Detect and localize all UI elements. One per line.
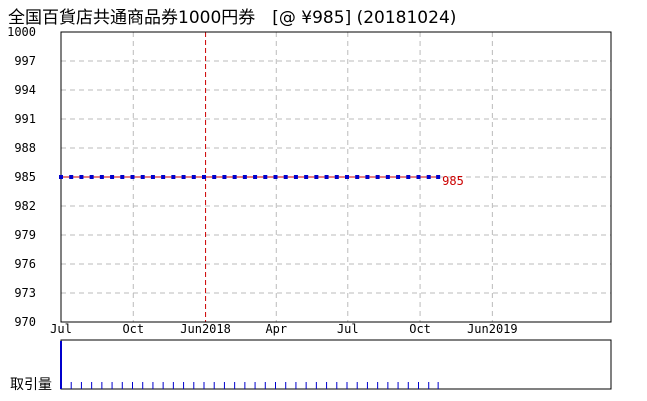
price-point xyxy=(436,175,441,179)
price-point xyxy=(263,175,268,179)
price-point xyxy=(273,175,278,179)
price-point xyxy=(110,175,115,179)
price-point xyxy=(334,175,339,179)
y-axis-ticks: 1000 997 994 991 988 985 982 979 976 973 970 xyxy=(7,25,36,329)
price-point xyxy=(79,175,84,179)
price-point xyxy=(191,175,196,179)
y-tick-label: 973 xyxy=(14,286,36,300)
volume-plot-frame xyxy=(60,339,612,390)
chart-title: 全国百貨店共通商品券1000円券 [@ ¥985] (20181024) xyxy=(8,8,457,28)
price-point xyxy=(396,175,401,179)
price-series xyxy=(59,175,441,179)
y-tick-label: 982 xyxy=(14,199,36,213)
price-point xyxy=(120,175,125,179)
y-tick-label: 997 xyxy=(14,54,36,68)
last-price-label: 985 xyxy=(442,174,464,188)
price-point xyxy=(416,175,421,179)
x-tick-label: Oct xyxy=(409,322,431,336)
x-tick-label: Jul xyxy=(337,322,359,336)
price-point xyxy=(355,175,360,179)
x-tick-label: Oct xyxy=(122,322,144,336)
price-point xyxy=(222,175,227,179)
price-point xyxy=(212,175,217,179)
x-tick-label: Jun2018 xyxy=(180,322,231,336)
price-point xyxy=(202,175,206,179)
volume-axis-label: 取引量 xyxy=(10,377,52,393)
price-point xyxy=(385,175,390,179)
y-tick-label: 1000 xyxy=(7,25,36,39)
price-point xyxy=(426,175,431,179)
y-tick-label: 988 xyxy=(14,141,36,155)
price-point xyxy=(171,175,176,179)
y-tick-label: 979 xyxy=(14,228,36,242)
price-point xyxy=(375,175,380,179)
price-point xyxy=(253,175,258,179)
x-tick-label: Jun2019 xyxy=(467,322,518,336)
x-tick-label: Apr xyxy=(265,322,287,336)
y-tick-label: 985 xyxy=(14,170,36,184)
price-point xyxy=(406,175,411,179)
price-point xyxy=(314,175,319,179)
price-point xyxy=(161,175,166,179)
price-point xyxy=(283,175,288,179)
price-point xyxy=(304,175,309,179)
price-point xyxy=(59,175,63,179)
price-point xyxy=(242,175,247,179)
price-point xyxy=(324,175,329,179)
price-point xyxy=(232,175,237,179)
price-point xyxy=(181,175,186,179)
price-point xyxy=(365,175,370,179)
price-point xyxy=(345,175,349,179)
price-point xyxy=(89,175,94,179)
price-point xyxy=(293,175,298,179)
price-point xyxy=(99,175,104,179)
price-point xyxy=(150,175,155,179)
y-tick-label: 970 xyxy=(14,315,36,329)
price-point xyxy=(140,175,145,179)
price-point xyxy=(130,175,135,179)
x-tick-label: Jul xyxy=(50,322,72,336)
x-axis-ticks: Jul Oct Jun2018 Apr Jul Oct Jun2019 xyxy=(50,322,517,336)
y-tick-label: 976 xyxy=(14,257,36,271)
volume-bars xyxy=(60,341,439,389)
y-tick-label: 994 xyxy=(14,83,36,97)
y-tick-label: 991 xyxy=(14,112,36,126)
price-point xyxy=(69,175,74,179)
